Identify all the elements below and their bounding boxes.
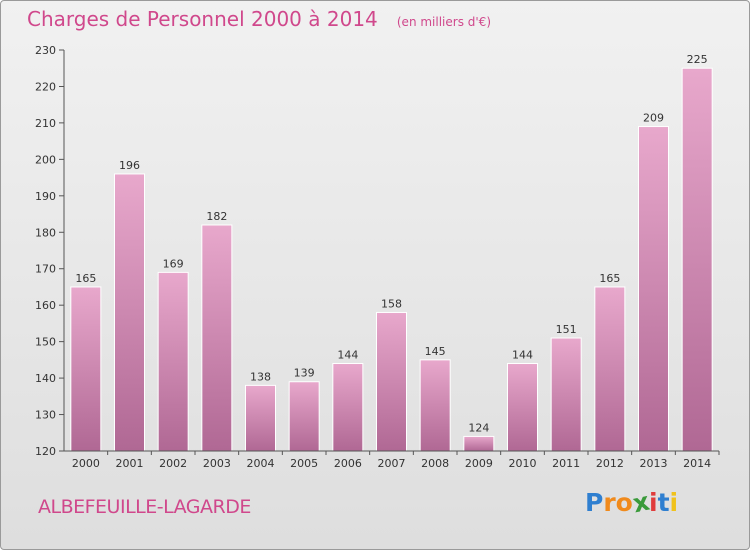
bar [594, 286, 626, 452]
bar [245, 384, 276, 452]
bar [288, 381, 320, 452]
x-tick-label: 2013 [640, 457, 668, 470]
logo-letter: P [585, 488, 604, 517]
x-tick-label: 2008 [421, 457, 449, 470]
y-tick-label: 200 [35, 153, 56, 166]
bar [332, 363, 364, 452]
x-tick-label: 2009 [465, 457, 493, 470]
data-label: 182 [206, 210, 227, 223]
bar [114, 173, 145, 452]
y-tick-label: 150 [35, 336, 56, 349]
data-label: 158 [381, 297, 402, 310]
proxiti-logo: Proxiti [585, 487, 679, 519]
chart-title: Charges de Personnel 2000 à 2014 [27, 7, 378, 31]
data-label: 138 [250, 370, 271, 383]
title-row: Charges de Personnel 2000 à 2014 (en mil… [27, 7, 491, 31]
data-label: 139 [294, 367, 315, 380]
x-tick-label: 2002 [159, 457, 187, 470]
data-label: 165 [599, 272, 620, 285]
data-label: 165 [75, 272, 96, 285]
y-tick-label: 210 [35, 117, 56, 130]
bar [507, 363, 538, 452]
x-axis: 2000 2001 2002 2003 2004 2005 2006 2007 2008 2009… [64, 450, 720, 470]
bar [201, 224, 233, 452]
y-tick-label: 160 [35, 299, 56, 312]
bars-group: 165 196 169 182 138 139 144 158 145 124 144 151 165 2… [70, 53, 713, 452]
bar [463, 435, 495, 452]
y-tick-label: 130 [35, 409, 56, 422]
x-tick-label: 2000 [72, 457, 100, 470]
chart-subtitle: (en milliers d'€) [396, 15, 491, 29]
data-label: 151 [556, 323, 577, 336]
bar [70, 286, 102, 452]
x-tick-label: 2007 [378, 457, 406, 470]
bar [419, 359, 451, 452]
y-tick-label: 180 [35, 226, 56, 239]
data-label: 124 [468, 421, 489, 434]
x-tick-label: 2004 [247, 457, 275, 470]
x-tick-label: 2001 [116, 457, 144, 470]
logo-letter: o [615, 488, 633, 517]
logo-letter: i [669, 488, 679, 517]
bar [638, 126, 669, 452]
x-tick-label: 2005 [290, 457, 318, 470]
data-label: 225 [687, 53, 708, 66]
data-label: 144 [337, 349, 358, 362]
x-tick-label: 2003 [203, 457, 231, 470]
data-label: 196 [119, 159, 140, 172]
x-tick-label: 2006 [334, 457, 362, 470]
data-label: 169 [163, 257, 184, 270]
bar [550, 337, 582, 452]
y-tick-label: 140 [35, 372, 56, 385]
y-tick-label: 120 [35, 445, 56, 458]
logo-letter: i [649, 488, 658, 517]
y-tick-label: 220 [35, 80, 56, 93]
x-tick-label: 2010 [509, 457, 537, 470]
logo-letter: r [603, 488, 616, 517]
logo-letter: t [657, 488, 670, 517]
bar [157, 271, 189, 452]
bar [681, 67, 713, 452]
y-tick-label: 230 [35, 44, 56, 57]
y-axis: 120 130 140 150 160 170 180 190 200 210 220 230 [35, 44, 65, 458]
bar [376, 311, 407, 452]
data-label: 145 [425, 345, 446, 358]
commune-name: ALBEFEUILLE-LAGARDE [38, 496, 251, 518]
x-tick-label: 2014 [683, 457, 711, 470]
x-tick-label: 2012 [596, 457, 624, 470]
data-label: 209 [643, 112, 664, 125]
y-tick-label: 190 [35, 190, 56, 203]
data-label: 144 [512, 349, 533, 362]
y-tick-label: 170 [35, 263, 56, 276]
x-tick-label: 2011 [552, 457, 580, 470]
